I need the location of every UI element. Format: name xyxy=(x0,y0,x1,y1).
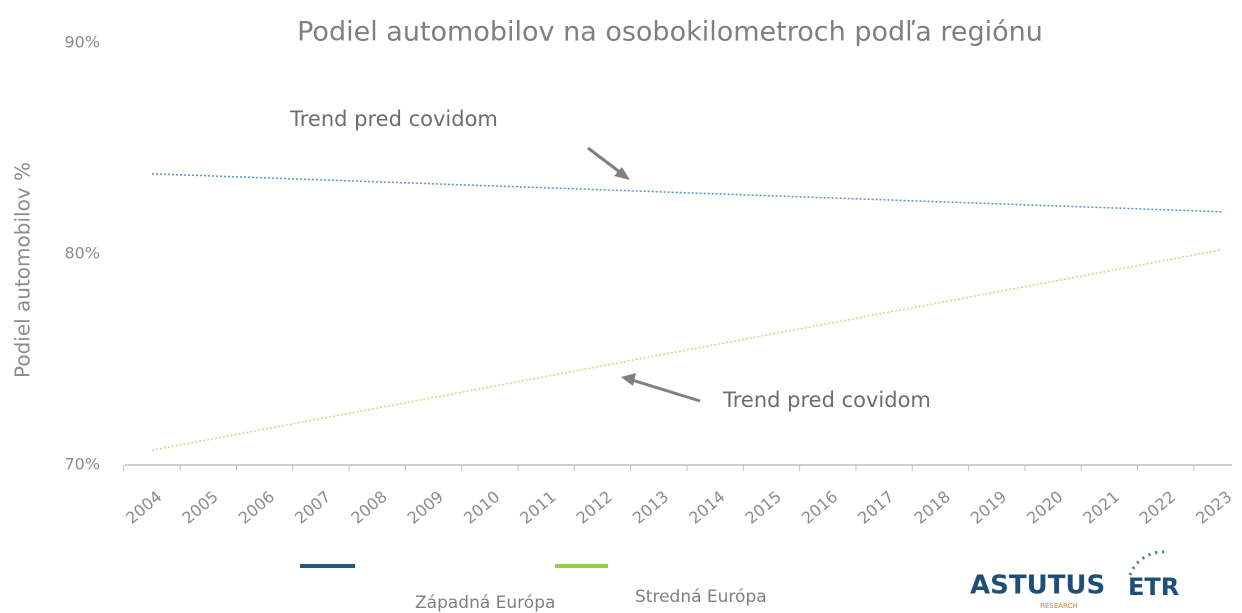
x-tick-label: 2015 xyxy=(742,487,785,528)
x-tick-label: 2012 xyxy=(573,487,616,528)
logo-mark xyxy=(1128,550,1166,576)
x-tick-label: 2023 xyxy=(1192,487,1235,528)
x-tick-label: 2022 xyxy=(1136,487,1179,528)
x-tick-label: 2016 xyxy=(798,487,841,528)
legend-label: Západná Európa xyxy=(415,593,555,613)
x-tick-label: 2007 xyxy=(291,487,334,528)
arrow xyxy=(621,373,701,403)
logo-text: ASTUTUS xyxy=(970,571,1105,601)
x-tick-label: 2005 xyxy=(178,487,221,528)
x-tick-label: 2009 xyxy=(404,487,447,528)
trend-line xyxy=(151,249,1223,451)
x-tick-label: 2021 xyxy=(1079,487,1122,528)
annotation: Trend pred covidom xyxy=(722,388,931,412)
trend-line xyxy=(151,173,1223,213)
x-tick-label: 2018 xyxy=(910,487,953,528)
y-axis-label: Podiel automobilov % xyxy=(11,162,35,378)
x-tick-label: 2004 xyxy=(122,487,165,528)
x-tick-label: 2014 xyxy=(685,487,728,528)
y-tick-label: 70% xyxy=(64,455,100,474)
logo-text: ETR xyxy=(1128,573,1179,601)
x-tick-label: 2013 xyxy=(629,487,672,528)
x-tick-label: 2006 xyxy=(235,487,278,528)
logo-text: RESEARCH xyxy=(1040,602,1078,610)
x-tick-label: 2011 xyxy=(516,487,559,528)
x-tick-label: 2020 xyxy=(1023,487,1066,528)
y-tick-label: 80% xyxy=(64,244,100,263)
chart-title: Podiel automobilov na osobokilometroch p… xyxy=(297,17,1043,48)
legend-label: Stredná Európa xyxy=(635,587,767,607)
x-tick-label: 2008 xyxy=(347,487,390,528)
arrow xyxy=(587,146,630,180)
annotation: Trend pred covidom xyxy=(289,107,498,131)
x-tick-label: 2019 xyxy=(967,487,1010,528)
y-tick-label: 90% xyxy=(64,33,100,52)
x-tick-label: 2017 xyxy=(854,487,897,528)
x-tick-label: 2010 xyxy=(460,487,503,528)
